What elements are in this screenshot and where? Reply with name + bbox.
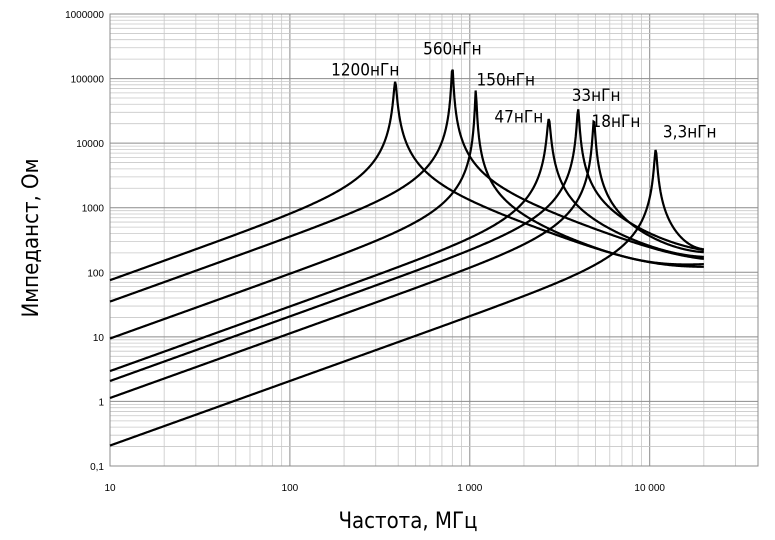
y-tick-label: 10 — [93, 333, 105, 344]
y-tick-label: 1 — [98, 397, 104, 408]
y-tick-label: 1000 — [82, 204, 105, 215]
series-label: 150нГн — [477, 70, 536, 90]
chart-grid — [110, 14, 758, 466]
x-axis-ticks: 10 100 1 000 10 000 — [104, 483, 665, 494]
y-tick-label: 100 — [87, 268, 104, 279]
y-tick-label: 10000 — [76, 139, 104, 150]
y-tick-label: 1000000 — [65, 10, 104, 21]
x-tick-label: 1 000 — [457, 483, 482, 494]
series-label: 18нГн — [592, 112, 641, 132]
x-axis-title: Частота, МГц — [338, 509, 477, 534]
x-tick-label: 10 000 — [634, 483, 665, 494]
series-label: 3,3нГн — [663, 122, 717, 142]
y-axis-title: Импеданст, Ом — [19, 158, 44, 317]
series-curve-47нГн — [110, 119, 704, 371]
series-label: 1200нГн — [331, 61, 399, 81]
x-tick-label: 10 — [104, 483, 116, 494]
series-label: 33нГн — [572, 86, 621, 106]
y-axis-ticks: 0,1 1 10 100 1000 10000 100000 1000000 — [65, 10, 104, 473]
series-label: 47нГн — [494, 108, 543, 128]
x-tick-label: 100 — [282, 483, 299, 494]
y-tick-label: 100000 — [71, 75, 105, 86]
series-label: 560нГн — [423, 39, 482, 59]
y-tick-label: 0,1 — [90, 462, 104, 473]
